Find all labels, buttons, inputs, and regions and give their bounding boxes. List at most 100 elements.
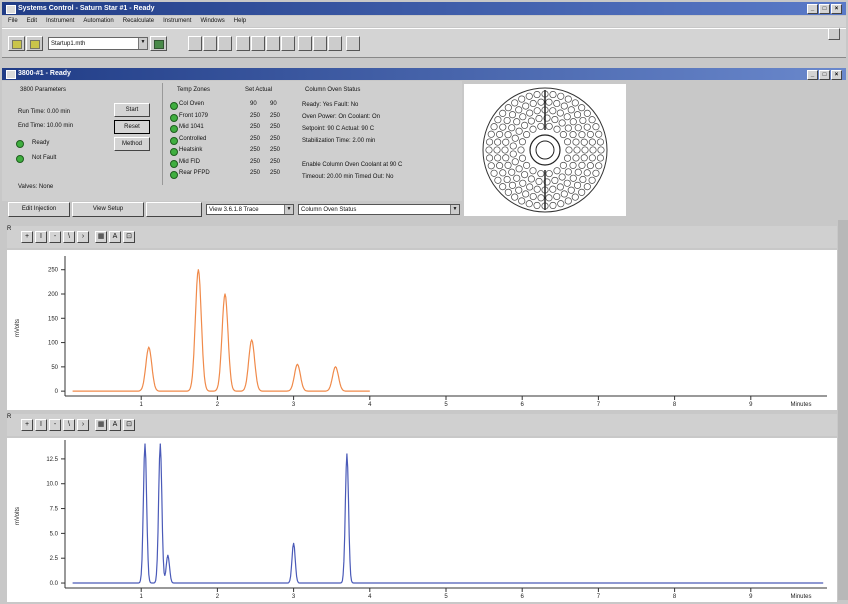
vial-slot-icon — [529, 167, 537, 175]
y-tick-label: 250 — [48, 268, 59, 274]
tool-button-7[interactable] — [281, 36, 295, 51]
vial-slot-icon — [569, 118, 577, 126]
menu-recalculate[interactable]: Recalculate — [122, 18, 155, 24]
x-axis-label: Minutes — [790, 594, 811, 600]
tool-button-2[interactable] — [203, 36, 217, 51]
vial-slot-icon — [502, 138, 510, 146]
sub-minimize-button[interactable]: _ — [807, 70, 818, 80]
chart2-grid-button[interactable]: ▦ — [95, 419, 107, 431]
trace-select[interactable]: View 3.6.1.8 Trace ▼ — [206, 204, 294, 215]
tool-button-6[interactable] — [266, 36, 280, 51]
tool-button-3[interactable] — [218, 36, 232, 51]
vial-slot-icon — [518, 95, 526, 103]
sub-close-button[interactable]: × — [831, 70, 842, 80]
vial-slot-icon — [581, 146, 589, 154]
vial-slot-icon — [549, 185, 557, 193]
vial-slot-icon — [567, 186, 575, 194]
minimize-button[interactable]: _ — [807, 4, 818, 14]
x-tick-label: 5 — [444, 402, 448, 408]
save-button[interactable] — [26, 36, 43, 51]
status-view-select[interactable]: Column Oven Status ▼ — [298, 204, 460, 215]
chart2-scale-button[interactable]: \ — [63, 419, 75, 431]
reset-button[interactable]: Reset — [114, 120, 150, 134]
chart1-zoom-button[interactable]: + — [21, 231, 33, 243]
chart1-plot[interactable]: 250 200 150 100 50 0 1 2 3 4 5 6 7 8 9 Minutes mVolts — [7, 250, 837, 410]
vial-slot-icon — [583, 169, 591, 177]
view-setup-button[interactable]: View Setup — [72, 202, 144, 217]
vial-slot-icon — [525, 200, 533, 208]
vial-slot-icon — [595, 162, 603, 170]
vial-slot-icon — [537, 194, 545, 202]
vial-slot-icon — [509, 142, 517, 150]
chart2-plot[interactable]: 12.5 10.0 7.5 5.0 2.5 0.0 1 2 3 4 5 6 7 8 9 Minutes mVol… — [7, 438, 837, 602]
chart2-cursor-button[interactable]: I — [35, 419, 47, 431]
tool-button-8[interactable] — [298, 36, 312, 51]
menu-automation[interactable]: Automation — [83, 18, 114, 24]
method-select[interactable]: Startup1.mth ▼ — [48, 37, 148, 50]
vial-slot-icon — [565, 146, 573, 154]
tool-button-5[interactable] — [251, 36, 265, 51]
vial-slot-icon — [580, 138, 588, 146]
activate-method-button[interactable] — [150, 36, 167, 51]
vial-slot-icon — [521, 171, 529, 179]
zone-actual-value: 250 — [270, 135, 281, 142]
maximize-button[interactable]: □ — [819, 4, 830, 14]
vial-slot-icon — [509, 150, 517, 158]
chart2-fit-button[interactable]: ⊡ — [123, 419, 135, 431]
ready-status-icon — [16, 140, 24, 148]
chart1-scale-button[interactable]: \ — [63, 231, 75, 243]
tool-button-11[interactable] — [346, 36, 360, 51]
zone-actual-value: 250 — [270, 124, 281, 130]
chart2-zoom-button[interactable]: + — [21, 419, 33, 431]
edit-injection-button[interactable]: Edit Injection — [8, 202, 70, 217]
vial-slot-icon — [508, 124, 516, 132]
tool-button-4[interactable] — [236, 36, 250, 51]
vial-slot-icon — [511, 158, 519, 166]
chart1-arrow-button[interactable]: › — [77, 231, 89, 243]
close-button[interactable]: × — [831, 4, 842, 14]
vial-slot-icon — [559, 161, 567, 169]
menu-help[interactable]: Help — [233, 18, 247, 24]
temp-zones-heading: Temp Zones — [177, 87, 211, 93]
oven-status-line: Enable Column Oven Coolant at 90 C — [302, 162, 403, 168]
menu-windows[interactable]: Windows — [200, 18, 225, 24]
vial-slot-icon — [578, 188, 586, 196]
tool-button-9[interactable] — [313, 36, 327, 51]
vial-slot-icon — [501, 146, 509, 154]
blank-button[interactable] — [146, 202, 202, 217]
chart2-arrow-button[interactable]: › — [77, 419, 89, 431]
menu-instrument-2[interactable]: Instrument — [163, 18, 192, 24]
menu-instrument[interactable]: Instrument — [46, 18, 75, 24]
zone-status-icon — [170, 148, 178, 156]
tool-button-1[interactable] — [188, 36, 202, 51]
method-button[interactable]: Method — [114, 137, 150, 151]
vial-slot-icon — [504, 104, 512, 112]
sub-maximize-button[interactable]: □ — [819, 70, 830, 80]
start-button[interactable]: Start — [114, 103, 150, 117]
tool-button-10[interactable] — [328, 36, 342, 51]
vial-slot-icon — [596, 138, 604, 146]
right-scroll-strip[interactable] — [838, 220, 848, 600]
chart1-fit-button[interactable]: ⊡ — [123, 231, 135, 243]
chart2-toolbar: R + I - \ › ▦ A ⊡ — [7, 414, 837, 436]
menu-file[interactable]: File — [8, 18, 18, 24]
menu-edit[interactable]: Edit — [26, 18, 38, 24]
vial-slot-icon — [494, 154, 502, 162]
chart1-annotate-button[interactable]: A — [109, 231, 121, 243]
open-button[interactable] — [8, 36, 25, 51]
toolbar-restore-button[interactable] — [828, 28, 840, 40]
y-axis-label: mVolts — [15, 507, 21, 525]
zone-status-icon — [170, 171, 178, 179]
instrument-icon — [6, 70, 16, 79]
chart2-baseline-button[interactable]: - — [49, 419, 61, 431]
chart2-handle-icon: R — [7, 414, 12, 420]
chart1-baseline-button[interactable]: - — [49, 231, 61, 243]
vial-slot-icon — [511, 99, 519, 107]
vial-slot-icon — [526, 183, 534, 191]
chart1-cursor-button[interactable]: I — [35, 231, 47, 243]
vial-slot-icon — [485, 146, 493, 154]
chart1-grid-button[interactable]: ▦ — [95, 231, 107, 243]
chart2-annotate-button[interactable]: A — [109, 419, 121, 431]
chevron-down-icon: ▼ — [138, 38, 147, 49]
x-tick-label: 1 — [140, 402, 144, 408]
